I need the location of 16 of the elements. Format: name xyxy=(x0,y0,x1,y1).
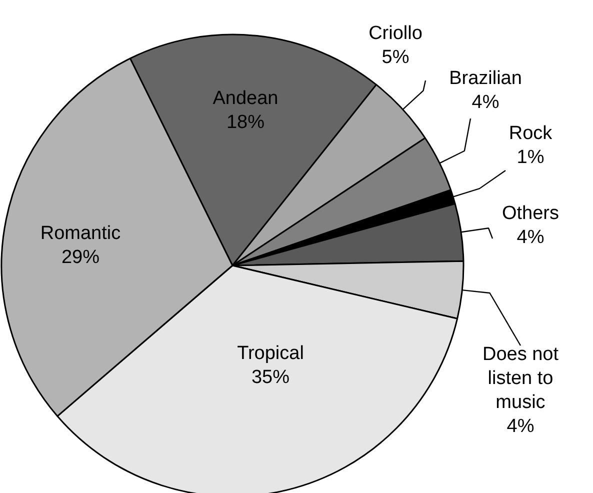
slice-label: Others xyxy=(502,202,560,224)
slice-label: Romantic xyxy=(40,222,121,244)
slice-label: Does not listen to music xyxy=(482,344,560,414)
data-label: 18% xyxy=(226,112,265,134)
slice-label: Brazilian xyxy=(449,68,522,89)
slice-label: Andean xyxy=(212,88,278,109)
data-label: 4% xyxy=(506,416,534,438)
data-label: 35% xyxy=(251,367,290,388)
slice-label: Tropical xyxy=(237,342,304,364)
data-label: 29% xyxy=(61,247,100,268)
data-label: 4% xyxy=(472,92,500,114)
data-label: 4% xyxy=(516,227,544,248)
slice-label: Rock xyxy=(508,122,553,144)
data-label: 1% xyxy=(516,147,544,168)
slice-label: Criollo xyxy=(368,22,422,44)
data-label: 5% xyxy=(382,47,410,68)
